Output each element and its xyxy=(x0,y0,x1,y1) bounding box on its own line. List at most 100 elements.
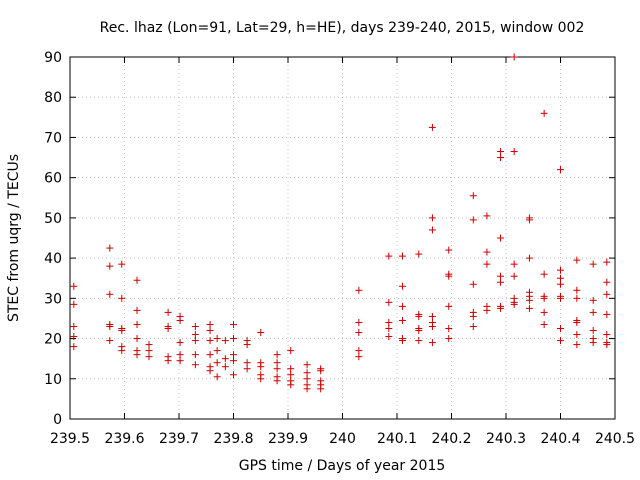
data-point xyxy=(589,260,597,268)
data-point xyxy=(573,286,581,294)
data-point xyxy=(133,351,141,359)
data-point xyxy=(213,373,221,381)
y-tick-label: 50 xyxy=(44,211,62,227)
data-point xyxy=(303,361,311,369)
data-point xyxy=(603,278,611,286)
data-point xyxy=(70,333,78,341)
data-point xyxy=(540,270,548,278)
chart-title: Rec. lhaz (Lon=91, Lat=29, h=HE), days 2… xyxy=(100,20,585,36)
y-tick-label: 90 xyxy=(44,50,62,66)
data-point xyxy=(603,290,611,298)
data-point xyxy=(176,339,184,347)
data-point xyxy=(243,359,251,367)
data-point xyxy=(191,331,199,339)
data-point xyxy=(603,258,611,266)
data-point xyxy=(603,331,611,339)
data-point xyxy=(385,333,393,341)
data-point xyxy=(191,322,199,330)
data-point xyxy=(287,365,295,373)
data-point xyxy=(510,260,518,268)
data-point xyxy=(445,246,453,254)
data-point xyxy=(398,302,406,310)
data-point xyxy=(303,385,311,393)
y-tick-label: 70 xyxy=(44,130,62,146)
data-point xyxy=(118,347,126,355)
data-point xyxy=(525,216,533,224)
data-point xyxy=(603,341,611,349)
data-point xyxy=(206,351,214,359)
y-tick-label: 80 xyxy=(44,90,62,106)
data-point xyxy=(445,302,453,310)
data-point xyxy=(415,337,423,345)
data-point xyxy=(469,192,477,200)
data-point xyxy=(525,304,533,312)
data-point xyxy=(510,300,518,308)
data-point xyxy=(118,327,126,335)
data-point xyxy=(213,347,221,355)
data-point xyxy=(385,325,393,332)
data-point xyxy=(287,381,295,389)
x-tick-label: 240.5 xyxy=(595,431,635,447)
data-point xyxy=(398,316,406,324)
data-point xyxy=(164,325,172,332)
data-point xyxy=(213,335,221,343)
data-point xyxy=(589,296,597,304)
data-point xyxy=(70,322,78,330)
data-point xyxy=(355,318,363,326)
data-point xyxy=(106,337,114,345)
data-point xyxy=(573,341,581,349)
y-tick-label: 40 xyxy=(44,251,62,267)
data-point xyxy=(483,248,491,256)
data-point xyxy=(206,337,214,345)
data-point xyxy=(145,353,153,361)
y-axis-label: STEC from uqrg / TECUs xyxy=(6,154,22,322)
y-tick-label: 30 xyxy=(44,291,62,307)
data-point xyxy=(589,308,597,316)
data-point xyxy=(273,365,281,373)
y-tick-label: 20 xyxy=(44,332,62,348)
data-point xyxy=(133,276,141,284)
data-point xyxy=(355,347,363,355)
data-point xyxy=(176,316,184,324)
axis-ticks: 0 10 20 30 40 50 60 70 80 90 239.5 239.6 239.7 239.8 2… xyxy=(44,50,635,447)
data-point xyxy=(510,148,518,156)
x-tick-label: 239.8 xyxy=(213,431,253,447)
y-tick-label: 10 xyxy=(44,372,62,388)
data-point xyxy=(573,331,581,339)
data-point xyxy=(206,327,214,335)
data-point xyxy=(176,357,184,365)
data-point xyxy=(176,351,184,359)
data-point xyxy=(317,385,325,393)
data-point xyxy=(589,327,597,335)
data-point xyxy=(257,329,265,337)
data-point xyxy=(573,256,581,264)
data-point xyxy=(497,278,505,286)
data-point xyxy=(206,367,214,375)
data-point xyxy=(540,109,548,117)
data-point xyxy=(497,304,505,312)
data-point xyxy=(385,318,393,326)
x-tick-label: 239.7 xyxy=(159,431,199,447)
data-point xyxy=(398,282,406,290)
data-point xyxy=(557,337,564,345)
data-point xyxy=(118,260,126,268)
data-point xyxy=(106,262,114,270)
data-point xyxy=(445,272,453,280)
data-point xyxy=(70,343,78,351)
data-point xyxy=(445,325,453,332)
data-point xyxy=(133,320,141,328)
data-point xyxy=(497,272,505,280)
data-point xyxy=(428,214,436,222)
x-tick-label: 240.1 xyxy=(377,431,417,447)
data-point xyxy=(415,250,423,258)
data-point xyxy=(525,254,533,262)
data-point xyxy=(573,318,581,326)
data-point xyxy=(385,252,393,260)
data-point xyxy=(273,351,281,359)
x-tick-label: 240.3 xyxy=(486,431,526,447)
data-point xyxy=(557,294,564,302)
data-points xyxy=(70,53,611,393)
data-point xyxy=(603,310,611,318)
